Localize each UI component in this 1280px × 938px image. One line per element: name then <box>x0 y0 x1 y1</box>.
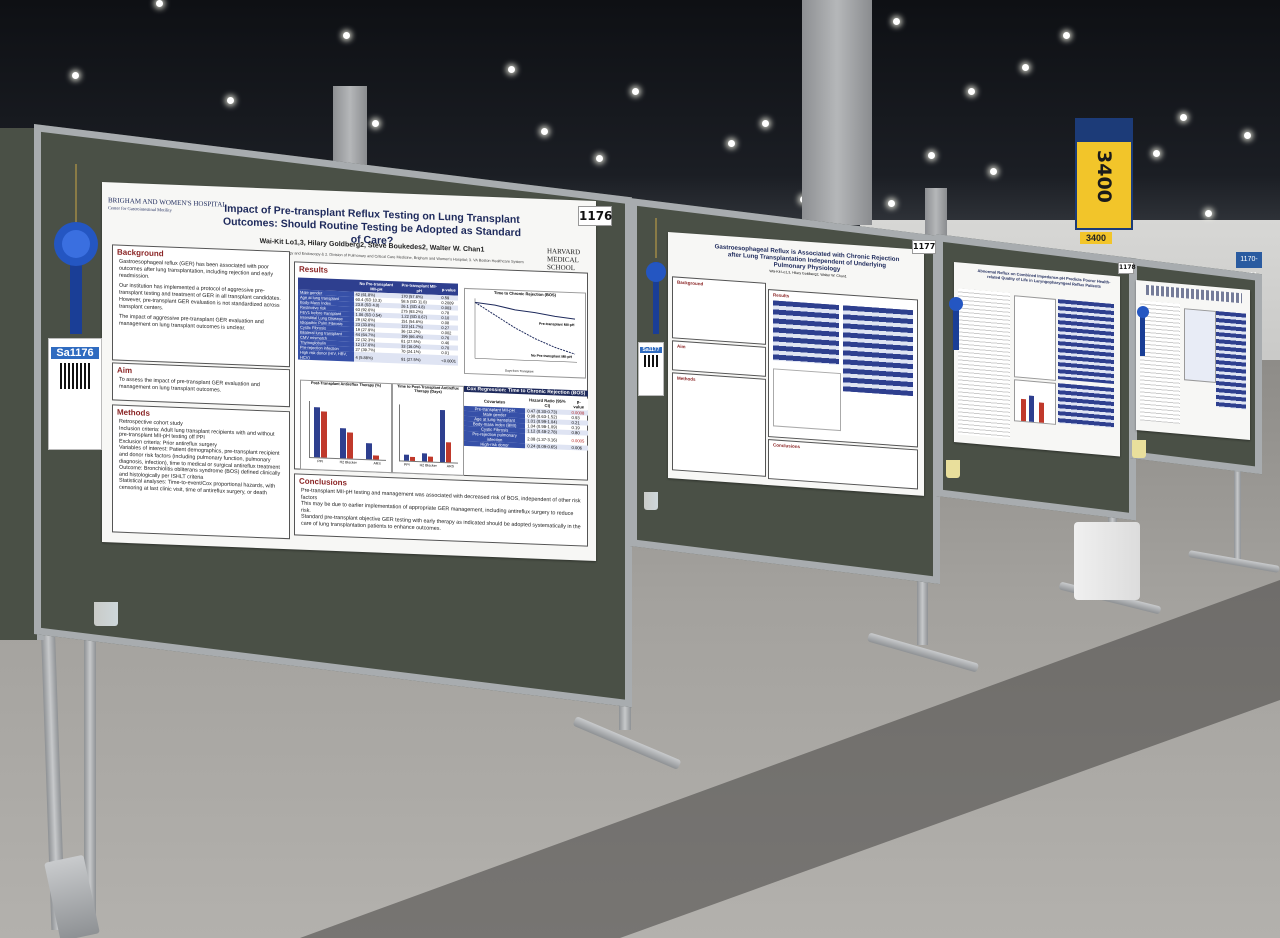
section-heading: Background <box>677 279 704 287</box>
presenter-badge-1176: Sa1176 <box>48 338 102 450</box>
badge-code: Sa1176 <box>51 347 99 359</box>
bullet: Our institution has implemented a protoc… <box>119 282 281 312</box>
table-header: p-value <box>439 282 458 296</box>
plastic-cup <box>94 602 118 626</box>
km-lines <box>474 298 577 363</box>
shopping-bag <box>1074 522 1140 600</box>
aim-section: Aim <box>672 340 766 377</box>
background-section: Background Gastroesophageal reflux (GER)… <box>112 244 290 368</box>
board-number-1177: 1177 <box>912 240 936 254</box>
poster-far-right <box>1136 280 1250 440</box>
aisle-banner: 3400 <box>1075 118 1133 230</box>
conclusions-section: Conclusions Pre-transplant MII-pH testin… <box>294 473 588 547</box>
blue-ribbon-icon <box>1137 306 1149 356</box>
aim-section: Aim To assess the impact of pre-transpla… <box>112 362 290 408</box>
badge-code: Sa1177 <box>640 347 662 353</box>
bar-category: H2 Blocker <box>339 460 357 465</box>
stand-leg <box>1234 450 1241 560</box>
bar-category: H2 Blocker <box>419 463 437 468</box>
poster-1177: Gastroesophageal Reflux is Associated wi… <box>668 232 924 496</box>
table-cell: 4 (5.88%) <box>353 351 400 364</box>
blue-ribbon-icon <box>54 164 98 334</box>
methods-section: Methods <box>672 372 766 477</box>
bar-category: ARS <box>446 464 454 469</box>
background-section: Background <box>672 276 766 345</box>
aisle-tag: 3400 <box>1080 232 1112 244</box>
table-cell: High risk donor (HIV, HBV, HCV) <box>298 349 354 362</box>
table-cell: 0.0005 <box>571 437 585 444</box>
bar-chart-title: Post-Transplant Antireflux Therapy (%) <box>310 381 382 388</box>
baseline-table: No Pre-transplant MII-pH Pre-transplant … <box>298 277 458 366</box>
pillar <box>925 188 947 238</box>
presenter-badge-1177: Sa1177 <box>638 342 664 396</box>
bar-category: PPI <box>404 462 410 467</box>
table-cell: 0.006 <box>569 444 588 451</box>
poster-1178: Abnormal Reflux on Combined Impedance-pH… <box>954 262 1120 457</box>
bullet: The impact of aggressive pre-transplant … <box>119 313 264 332</box>
qr-code-icon <box>60 363 90 389</box>
km-xlabel: Days from Transplant <box>505 368 534 374</box>
conclusions-section: Conclusions <box>768 438 918 490</box>
bar-category: ARS <box>373 461 381 466</box>
brigham-logo: BRIGHAM AND WOMEN'S HOSPITAL Center for … <box>108 196 227 213</box>
blue-ribbon-icon <box>646 218 666 334</box>
plastic-cup <box>644 492 658 510</box>
table-cell: 91 (27.5%) <box>399 353 440 365</box>
bar-chart-title: Time to Post-Transplant Antireflux Thera… <box>397 384 459 395</box>
methods-section: Methods Retrospective cohort study Inclu… <box>112 404 290 540</box>
km-curve-chart: Time to Chronic Rejection (BOS) Pre-tran… <box>464 287 586 379</box>
plastic-cup <box>946 460 960 478</box>
poster-1176: BRIGHAM AND WOMEN'S HOSPITAL Center for … <box>102 182 596 561</box>
bar-category: PPI <box>317 459 323 464</box>
banner-number: 3400 <box>1093 150 1115 203</box>
blue-ribbon-icon <box>949 297 963 350</box>
therapy-bar-chart-left: Post-Transplant Antireflux Therapy (%) P… <box>300 379 392 474</box>
harvard-logo: HARVARD MEDICAL SCHOOL <box>547 247 581 273</box>
qr-code-icon <box>644 355 658 367</box>
plastic-cup <box>1132 440 1146 458</box>
board-number-1178: 1178 <box>1118 262 1136 274</box>
table-header: p-value <box>569 397 588 411</box>
table-cell: <0.0001 <box>439 354 458 366</box>
stand-leg <box>84 610 96 930</box>
therapy-bar-chart-right: Time to Post-Transplant Antireflux Thera… <box>392 383 464 476</box>
board-number-1176: 1176 <box>578 206 612 226</box>
results-section: Results <box>768 288 918 448</box>
cox-table: Covariates Hazard Ratio (95% CI) p-value… <box>464 393 588 451</box>
pillar <box>802 0 872 225</box>
